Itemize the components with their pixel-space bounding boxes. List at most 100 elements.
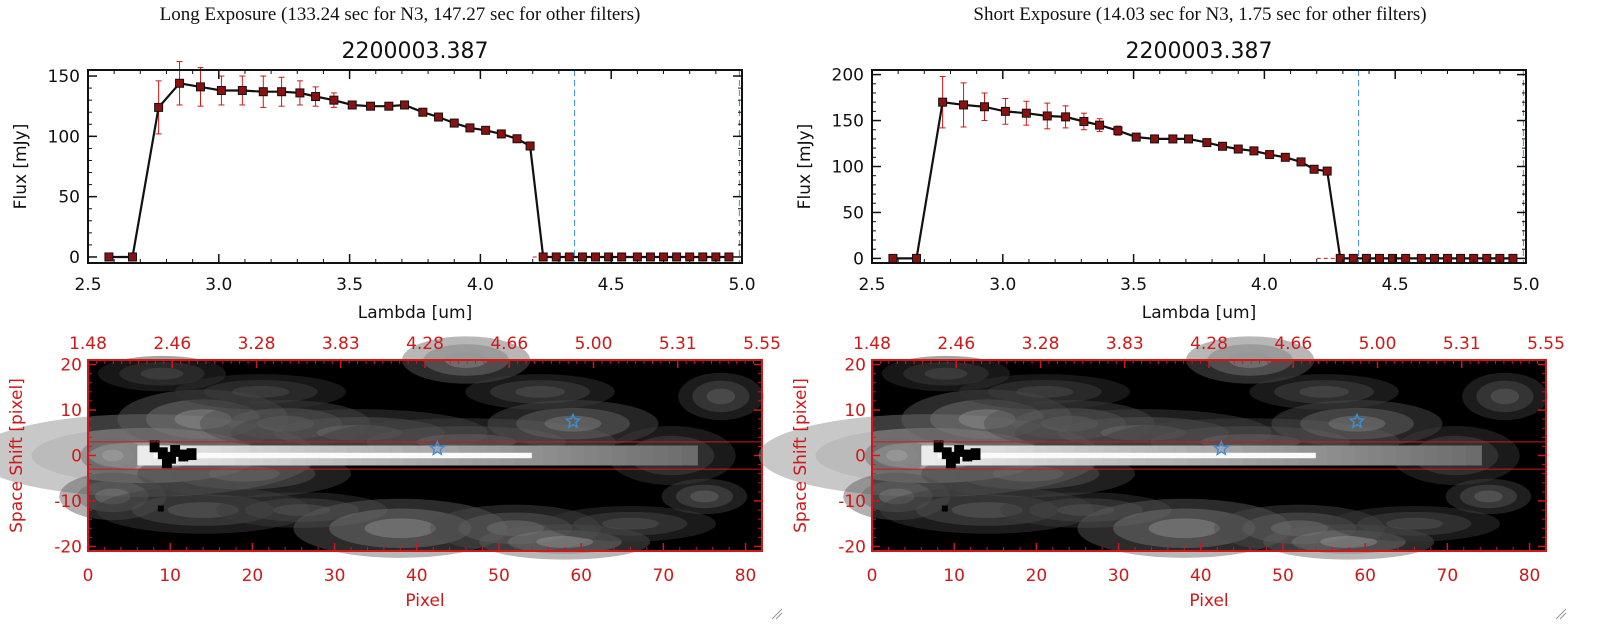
- spectrum-trace: [1438, 445, 1454, 466]
- image-blob: [1148, 518, 1220, 539]
- image-blob: [216, 492, 388, 528]
- spectrum-core: [153, 452, 532, 459]
- saturated-pixel: [178, 449, 189, 462]
- short-exposure-title: Short Exposure (14.03 sec for N3, 1.75 s…: [973, 4, 1427, 25]
- image-blob: [465, 374, 615, 410]
- image-blob: [706, 388, 736, 405]
- x-tick-label: 4.0: [467, 275, 494, 295]
- image-blob: [167, 502, 239, 518]
- x-tick-label: 80: [735, 566, 757, 586]
- top-tick-label: 3.83: [322, 334, 360, 354]
- image-blob: [1040, 415, 1098, 432]
- data-point: [645, 252, 655, 262]
- image-blob: [1249, 374, 1399, 410]
- x-tick-label: 60: [570, 566, 592, 586]
- y-axis-title: Space Shift [pixel]: [791, 378, 811, 533]
- image-blob: [1213, 504, 1385, 552]
- image-blob: [1490, 388, 1520, 405]
- image-blob: [429, 504, 601, 552]
- image-blob: [861, 480, 933, 513]
- image-blob: [1385, 517, 1443, 530]
- image-blob: [1274, 380, 1374, 404]
- data-point: [604, 252, 614, 262]
- image-blob: [536, 535, 594, 548]
- x-tick-label: 3.5: [336, 275, 363, 295]
- data-point: [1249, 146, 1259, 156]
- image-blob: [329, 508, 472, 548]
- image-blob: [951, 502, 1023, 518]
- data-point: [1150, 134, 1160, 144]
- data-point: [591, 252, 601, 262]
- image-blob: [880, 486, 1094, 534]
- x-axis-title: Lambda [um]: [1142, 303, 1256, 323]
- resize-grip-icon[interactable]: [1555, 607, 1567, 620]
- image-blob: [1000, 492, 1172, 528]
- x-tick-label: 60: [1354, 566, 1376, 586]
- image-blob: [316, 424, 402, 441]
- data-point: [1375, 253, 1385, 263]
- image-blob: [515, 385, 566, 398]
- image-blob: [1016, 385, 1074, 398]
- image-blob: [140, 367, 184, 380]
- data-point: [175, 78, 185, 88]
- image-blob: [903, 361, 989, 386]
- x-tick-label: 2.5: [74, 275, 101, 295]
- image-blob: [1271, 400, 1443, 448]
- data-point: [329, 95, 339, 105]
- data-point: [237, 86, 247, 96]
- x-tick-label: 5.0: [728, 275, 755, 295]
- image-blob: [96, 486, 310, 534]
- y-axis-title: Space Shift [pixel]: [7, 378, 27, 533]
- image-blob: [273, 416, 445, 449]
- y-tick-label: 10: [844, 401, 866, 421]
- star-marker-icon: [1213, 439, 1230, 456]
- data-point: [1218, 141, 1228, 151]
- image-blob: [1057, 416, 1229, 449]
- image-blob: [675, 484, 733, 509]
- data-point: [1095, 120, 1105, 130]
- image-blob: [878, 488, 915, 505]
- data-point: [434, 112, 444, 122]
- data-point: [1280, 152, 1290, 162]
- data-point: [888, 253, 898, 263]
- star-marker-icon: [1348, 412, 1366, 429]
- image-blob: [924, 367, 968, 380]
- resize-grip-icon[interactable]: [771, 607, 783, 620]
- y-tick-label: -10: [54, 492, 82, 512]
- image-blob: [1100, 424, 1186, 441]
- spectrum-trace: [1424, 445, 1440, 466]
- x-tick-label: 30: [1108, 566, 1130, 586]
- object-id-label: 2200003.387: [1126, 39, 1273, 64]
- saturated-pixel: [970, 448, 981, 461]
- top-tick-label: 2.46: [937, 334, 975, 354]
- image-blob: [1328, 415, 1386, 432]
- data-point: [258, 87, 268, 97]
- image-blob: [131, 494, 275, 526]
- x-tick-label: 20: [1026, 566, 1048, 586]
- image-blob: [1329, 505, 1500, 542]
- image-blob: [915, 494, 1059, 526]
- top-tick-label: 3.28: [238, 334, 276, 354]
- x-tick-label: 50: [1272, 566, 1294, 586]
- spectrum-trace: [570, 445, 587, 466]
- image-blob: [959, 374, 1131, 410]
- y-tick-label: 100: [48, 127, 80, 147]
- data-point: [1265, 150, 1275, 160]
- spectrum-trace: [654, 445, 670, 466]
- image-blob: [80, 437, 145, 474]
- star-marker-icon: [564, 412, 582, 429]
- image-blob: [1462, 372, 1548, 421]
- data-point: [496, 129, 506, 139]
- image-blob: [228, 407, 343, 440]
- saturated-pixel: [962, 449, 973, 462]
- image-blob: [232, 385, 290, 398]
- image-blob: [487, 400, 659, 448]
- image-blob: [1476, 380, 1534, 413]
- image-blob: [486, 520, 544, 537]
- image-blob: [490, 380, 590, 404]
- image-blob: [958, 409, 1016, 429]
- x-tick-label: 40: [1190, 566, 1212, 586]
- x-tick-label: 40: [406, 566, 428, 586]
- data-point: [959, 100, 969, 110]
- x-tick-label: 4.0: [1251, 275, 1278, 295]
